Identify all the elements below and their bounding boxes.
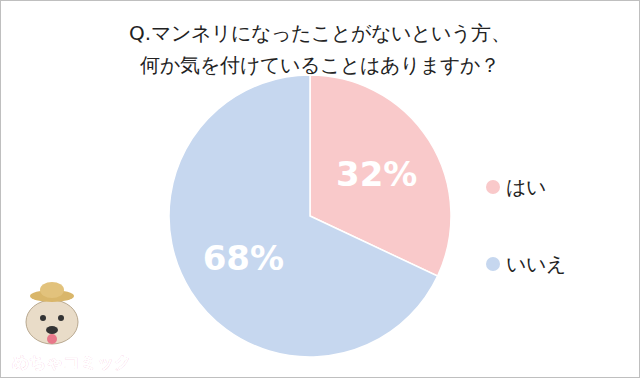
pie-slice <box>169 75 438 357</box>
logo-dog-tongue <box>47 334 57 344</box>
data-label: 32% <box>336 154 417 194</box>
legend-swatch <box>486 257 500 271</box>
logo-dog-eye <box>40 315 46 321</box>
chart: Q.マンネリになったことがないという方、何か気を付けていることはありますか？ 32… <box>0 0 640 378</box>
legend-label: いいえ <box>506 252 566 276</box>
legend-swatch <box>486 180 500 194</box>
slices <box>169 75 451 357</box>
legend: はいいいえ <box>486 175 566 276</box>
data-label: 68% <box>203 238 284 278</box>
title: 何か気を付けていることはありますか？ <box>140 53 500 77</box>
legend-label: はい <box>506 175 546 199</box>
logo-dog-nose <box>46 326 58 334</box>
logo-text: めちゃコミック <box>12 352 131 372</box>
title: Q.マンネリになったことがないという方、 <box>129 21 511 45</box>
logo-dog-eye <box>58 315 64 321</box>
logo: めちゃコミック <box>12 282 131 372</box>
frame <box>1 1 640 378</box>
logo-dog-hat <box>40 282 64 298</box>
logo-dog-face <box>26 300 78 344</box>
data-labels: 32% 68% <box>203 154 418 279</box>
